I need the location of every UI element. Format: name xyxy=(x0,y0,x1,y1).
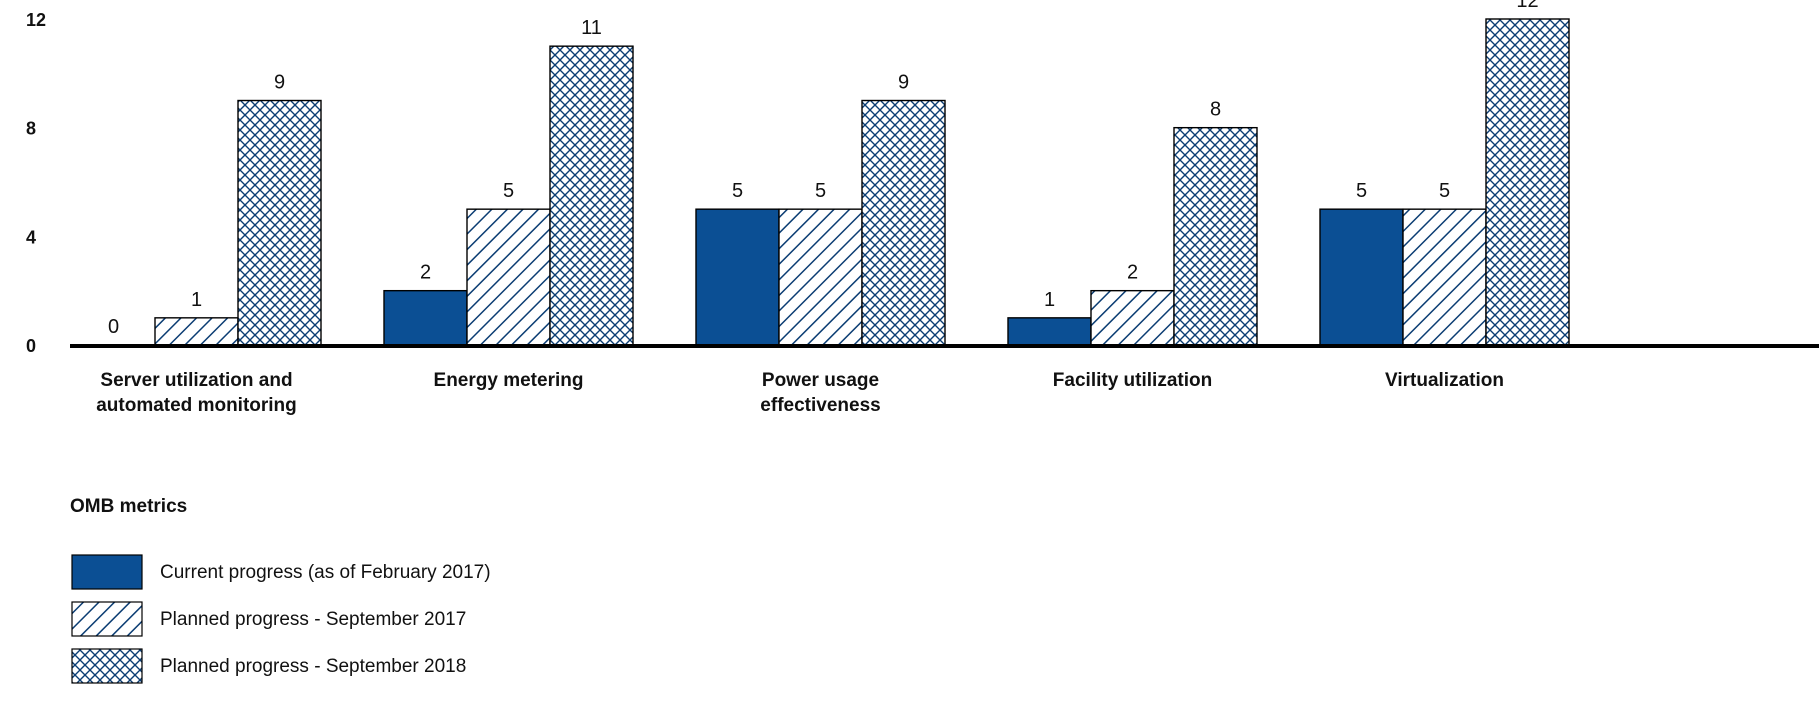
data-label: 8 xyxy=(1210,99,1221,121)
y-tick-label: 12 xyxy=(26,10,46,30)
x-axis-title: OMB metrics xyxy=(70,496,187,517)
category-label: Virtualization xyxy=(1385,370,1504,391)
category-label: automated monitoring xyxy=(96,395,297,416)
bar-series-3-category-4 xyxy=(1173,126,1258,346)
category-label: Facility utilization xyxy=(1053,370,1212,391)
bar-series-2-category-1 xyxy=(154,317,239,346)
data-label: 5 xyxy=(1439,180,1450,202)
bar-series-1-category-4 xyxy=(1007,317,1092,346)
legend-swatch-3 xyxy=(71,648,143,684)
category-label: Power usage xyxy=(762,370,879,391)
data-label: 5 xyxy=(503,180,514,202)
data-label: 1 xyxy=(1044,289,1055,311)
data-label: 9 xyxy=(274,72,285,94)
y-tick-label: 4 xyxy=(26,227,36,247)
legend-label: Planned progress - September 2017 xyxy=(160,609,466,630)
bars xyxy=(154,18,1570,346)
bar-series-1-category-5 xyxy=(1319,208,1404,346)
data-label: 2 xyxy=(420,262,431,284)
category-label: effectiveness xyxy=(760,395,880,416)
data-label: 0 xyxy=(108,316,119,338)
bar-series-2-category-4 xyxy=(1090,289,1175,346)
legend: Current progress (as of February 2017) Pl… xyxy=(71,554,491,684)
bar-series-3-category-3 xyxy=(861,99,946,346)
data-label: 1 xyxy=(191,289,202,311)
category-labels: Server utilization and automated monitori… xyxy=(96,370,1504,416)
bar-series-1-category-3 xyxy=(695,208,780,346)
data-label: 2 xyxy=(1127,262,1138,284)
bar-series-3-category-5 xyxy=(1485,18,1570,346)
bar-series-3-category-1 xyxy=(237,99,322,346)
bar-series-1-category-2 xyxy=(383,289,468,346)
data-label: 5 xyxy=(815,180,826,202)
data-label: 5 xyxy=(1356,180,1367,202)
value-labels: 0 2 5 1 5 1 5 5 2 5 9 11 9 8 12 xyxy=(108,0,1539,338)
data-label: 5 xyxy=(732,180,743,202)
bar-series-2-category-2 xyxy=(466,208,551,346)
legend-swatch-1 xyxy=(71,554,143,590)
bar-series-3-category-2 xyxy=(549,45,634,346)
category-label: Server utilization and xyxy=(100,370,292,391)
data-label: 9 xyxy=(898,72,909,94)
y-tick-label: 8 xyxy=(26,119,36,139)
legend-swatch-2 xyxy=(71,601,143,637)
bar-series-2-category-5 xyxy=(1402,208,1487,346)
legend-label: Current progress (as of February 2017) xyxy=(160,562,491,583)
bar-series-2-category-3 xyxy=(778,208,863,346)
category-label: Energy metering xyxy=(434,370,584,391)
legend-label: Planned progress - September 2018 xyxy=(160,656,466,677)
data-label: 11 xyxy=(581,17,602,39)
y-tick-label: 0 xyxy=(26,336,36,356)
y-axis-ticks: 0 4 8 12 xyxy=(26,10,46,356)
data-label: 12 xyxy=(1516,0,1538,12)
